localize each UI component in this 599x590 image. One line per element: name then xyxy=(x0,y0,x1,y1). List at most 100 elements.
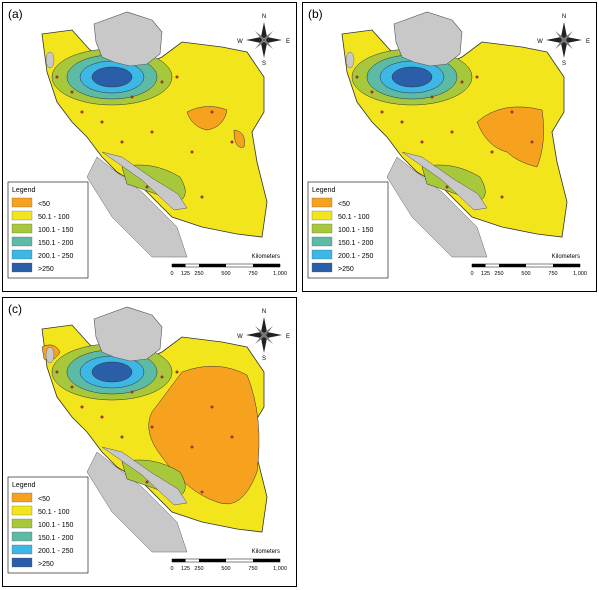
neighbor-land xyxy=(86,156,188,258)
scale-segment xyxy=(553,264,580,267)
map-panel: (b) N S W E Legend<50 50.1 - 100 100.1 - 150 150… xyxy=(302,2,597,292)
compass-label: W xyxy=(237,334,243,340)
lake xyxy=(45,51,55,69)
legend-swatch xyxy=(11,249,33,260)
station xyxy=(210,110,214,114)
scale-bar: Kilometers 0 125 250 500 750 1,000 xyxy=(470,254,586,277)
legend-swatch xyxy=(11,544,33,555)
compass-label: W xyxy=(237,39,243,45)
low-zone xyxy=(186,106,228,131)
station xyxy=(160,80,164,84)
persian-gulf xyxy=(101,446,188,506)
legend-label: 200.1 - 250 xyxy=(38,253,74,260)
persian-gulf xyxy=(101,151,188,211)
scale-bar: Kilometers 0 125 250 500 750 1,000 xyxy=(170,254,286,277)
neighbor-land xyxy=(386,156,488,258)
legend-label: 50.1 - 100 xyxy=(38,214,70,221)
compass: N S W E xyxy=(237,14,290,67)
scale-label: 1,000 xyxy=(573,271,587,277)
low-zone xyxy=(476,106,544,168)
scale-label: 750 xyxy=(248,566,257,572)
station xyxy=(55,75,59,79)
compass-rose-diag xyxy=(555,31,573,49)
legend-title: Legend xyxy=(312,187,335,194)
legend-label: 150.1 - 200 xyxy=(338,240,374,247)
legend-label: 200.1 - 250 xyxy=(338,253,374,260)
legend: Legend<50 50.1 - 100 100.1 - 150 150.1 - 20… xyxy=(7,181,89,279)
legend-label: 100.1 - 150 xyxy=(338,227,374,234)
caspian-sea xyxy=(93,11,163,67)
scale-label: 500 xyxy=(221,271,230,277)
compass-label: N xyxy=(562,14,566,20)
station xyxy=(130,95,134,99)
station xyxy=(175,370,179,374)
legend-label: >250 xyxy=(338,266,354,273)
legend-label: 100.1 - 150 xyxy=(38,522,74,529)
legend-swatch xyxy=(11,197,33,208)
station xyxy=(200,490,204,494)
station xyxy=(500,195,504,199)
station xyxy=(80,110,84,114)
compass-label: N xyxy=(262,309,266,315)
station xyxy=(80,405,84,409)
station xyxy=(120,435,124,439)
legend-label: 200.1 - 250 xyxy=(38,548,74,555)
compass-rose-diag xyxy=(255,326,273,344)
compass-label: S xyxy=(262,61,266,67)
station xyxy=(430,95,434,99)
station xyxy=(380,110,384,114)
scale-label: 500 xyxy=(521,271,530,277)
station xyxy=(100,415,104,419)
legend-label: 50.1 - 100 xyxy=(38,509,70,516)
legend-swatch xyxy=(11,210,33,221)
caspian-sea xyxy=(93,306,163,362)
station xyxy=(230,140,234,144)
station xyxy=(530,140,534,144)
station xyxy=(445,185,449,189)
station xyxy=(400,120,404,124)
legend-swatch xyxy=(11,492,33,503)
legend-swatch xyxy=(11,531,33,542)
station xyxy=(190,150,194,154)
scale-unit: Kilometers xyxy=(252,549,280,555)
station xyxy=(160,375,164,379)
legend-swatch xyxy=(311,223,333,234)
station xyxy=(510,110,514,114)
station xyxy=(120,140,124,144)
station xyxy=(175,75,179,79)
compass-label: N xyxy=(262,14,266,20)
scale-label: 0 xyxy=(470,271,473,277)
scale-label: 1,000 xyxy=(273,566,287,572)
scale-label: 250 xyxy=(494,271,503,277)
scale-label: 0 xyxy=(170,271,173,277)
legend-swatch xyxy=(311,249,333,260)
legend-swatch xyxy=(311,262,333,273)
legend-swatch xyxy=(311,197,333,208)
station xyxy=(55,370,59,374)
station xyxy=(490,150,494,154)
scale-label: 250 xyxy=(194,566,203,572)
scale-segment xyxy=(472,264,486,267)
station xyxy=(200,195,204,199)
contour xyxy=(91,361,133,383)
panel-label: (c) xyxy=(8,302,22,316)
map-panel: (a) N S W E Legend<50 50.1 - 100 100.1 - 150 150… xyxy=(2,2,297,292)
scale-label: 750 xyxy=(248,271,257,277)
legend-label: <50 xyxy=(38,496,50,503)
station xyxy=(450,130,454,134)
legend-swatch xyxy=(11,557,33,568)
legend-swatch xyxy=(11,262,33,273)
compass: N S W E xyxy=(237,309,290,362)
scale-label: 750 xyxy=(548,271,557,277)
scale-segment xyxy=(172,559,186,562)
panel-label: (a) xyxy=(8,7,23,21)
neighbor-land xyxy=(86,451,188,553)
station xyxy=(370,90,374,94)
legend-label: 50.1 - 100 xyxy=(338,214,370,221)
scale-segment xyxy=(499,264,526,267)
panel-label: (b) xyxy=(308,7,323,21)
scale-bar: Kilometers 0 125 250 500 750 1,000 xyxy=(170,549,286,572)
legend: Legend<50 50.1 - 100 100.1 - 150 150.1 - 20… xyxy=(7,476,89,574)
station xyxy=(150,425,154,429)
